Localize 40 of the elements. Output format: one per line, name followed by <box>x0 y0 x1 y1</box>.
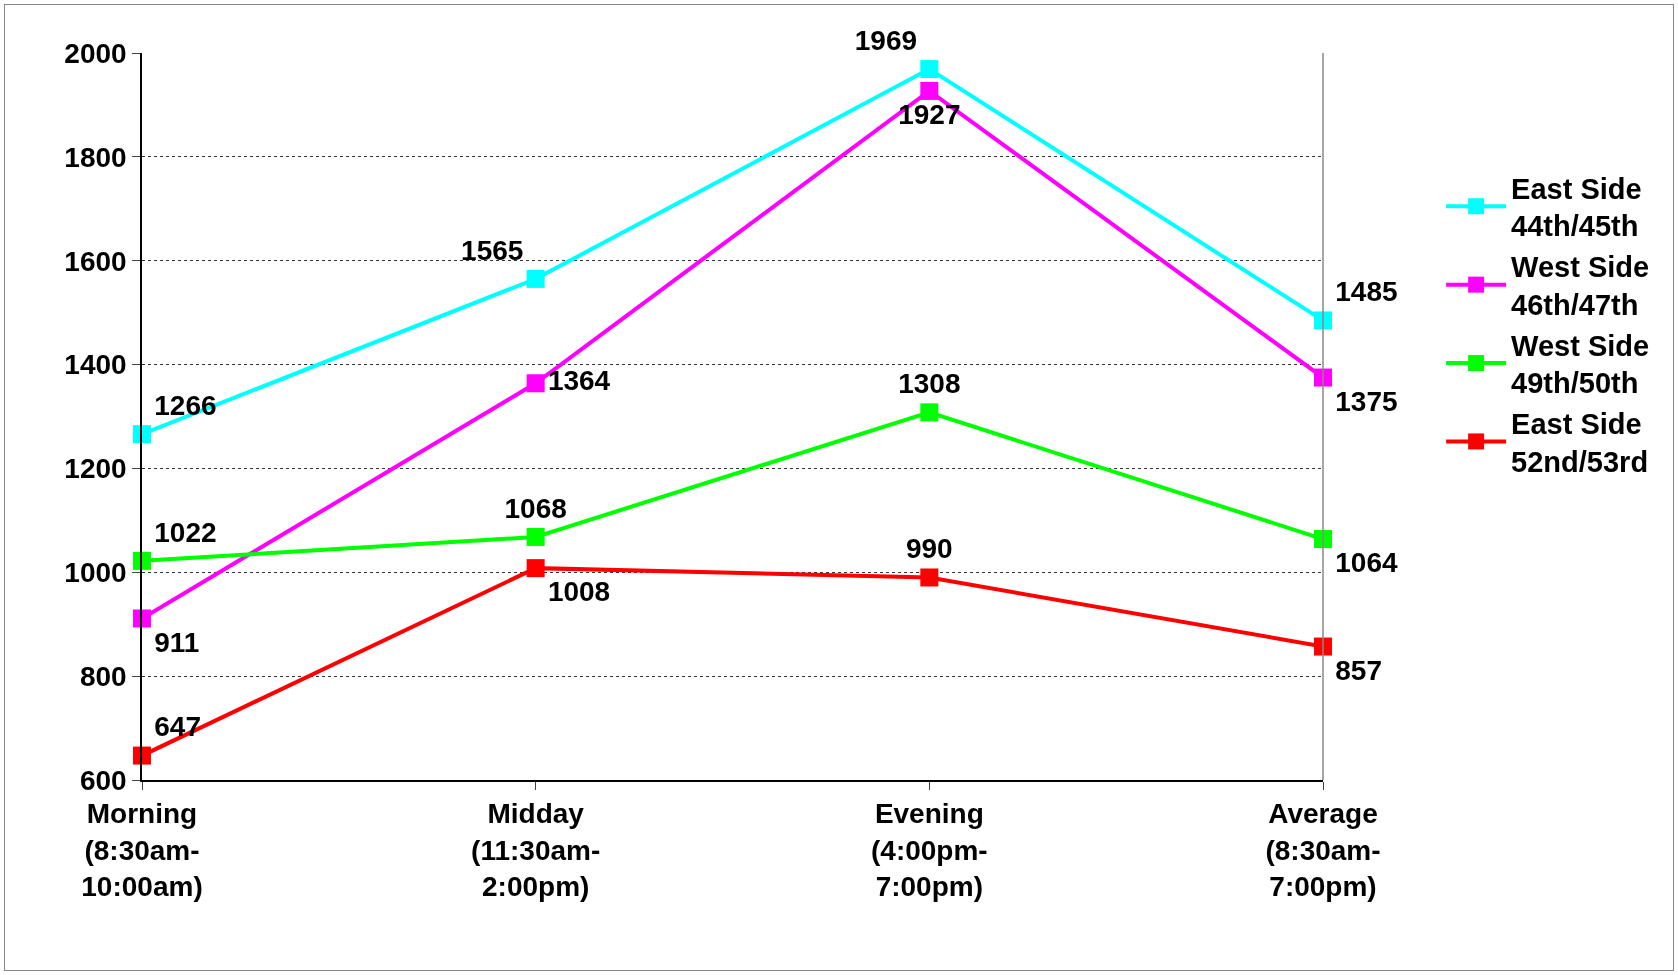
data-label: 1266 <box>154 389 217 421</box>
data-label: 1969 <box>854 24 918 56</box>
y-tick-label: 1000 <box>64 557 127 589</box>
data-label: 857 <box>1335 654 1382 686</box>
y-tick-label: 800 <box>79 660 127 692</box>
data-label: 1064 <box>1335 547 1398 579</box>
point <box>920 568 939 587</box>
data-label: 1068 <box>504 492 567 524</box>
point <box>526 374 545 393</box>
point <box>920 81 939 100</box>
data-label: 1364 <box>547 365 611 397</box>
x-tick-label: Evening (4:00pm- 7:00pm) <box>870 798 988 903</box>
y-tick-label: 1200 <box>64 453 127 485</box>
point <box>526 527 545 546</box>
x-tick-label: Average (8:30am- 7:00pm) <box>1265 798 1381 903</box>
data-label: 911 <box>154 626 200 658</box>
x-tick-label: Midday (11:30am- 2:00pm) <box>471 798 601 903</box>
legend-label: East Side 44th/45th <box>1511 172 1642 243</box>
point <box>920 403 939 422</box>
y-tick-label: 1600 <box>64 245 127 277</box>
point <box>526 559 545 578</box>
data-label: 1008 <box>547 576 611 608</box>
y-tick-label: 2000 <box>64 37 127 69</box>
data-label: 1565 <box>461 234 524 266</box>
legend-label: East Side 52nd/53rd <box>1511 407 1649 478</box>
y-tick-label: 600 <box>79 764 127 796</box>
data-label: 1485 <box>1335 276 1398 308</box>
data-label: 647 <box>154 711 201 743</box>
data-label: 1927 <box>898 99 961 131</box>
data-label: 1022 <box>154 516 217 548</box>
y-tick-label: 1400 <box>64 349 127 381</box>
x-tick-label: Morning (8:30am- 10:00am) <box>81 798 203 903</box>
legend-label: West Side 46th/47th <box>1511 251 1650 321</box>
data-label: 990 <box>905 533 953 565</box>
data-label: 1375 <box>1335 385 1398 417</box>
data-label: 1308 <box>898 368 961 400</box>
point <box>526 269 545 288</box>
legend-label: West Side 49th/50th <box>1511 329 1650 400</box>
y-tick-label: 1800 <box>64 141 127 173</box>
point <box>920 60 939 79</box>
